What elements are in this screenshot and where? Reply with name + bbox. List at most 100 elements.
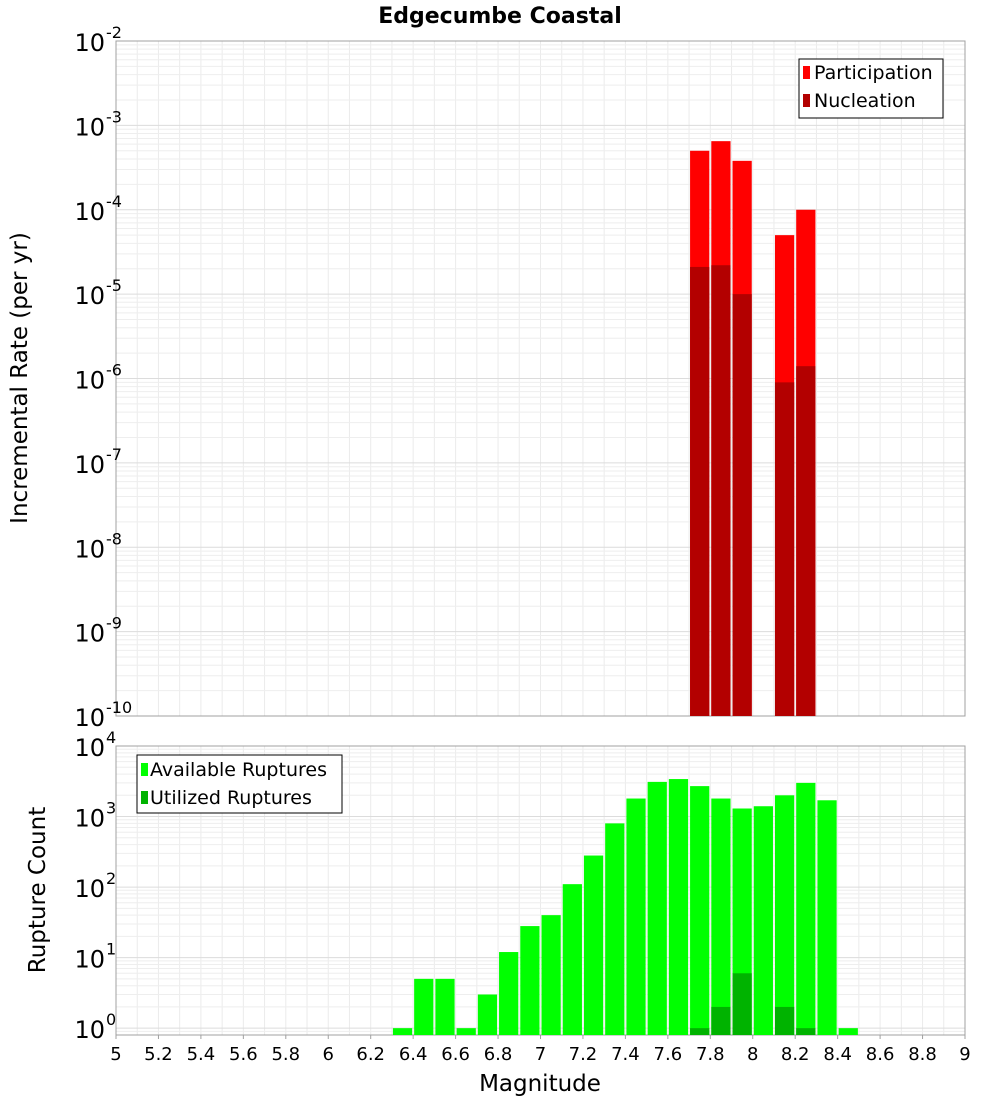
- x-tick-labels: 5 5.2 5.4 5.6 5.8 6 6.2 6.4 6.6 6.8 7 7.2 7.4 7.6 7.8 8…: [110, 1035, 971, 1065]
- top-legend-box: [798, 58, 944, 119]
- y-tick-label-base: 10: [74, 946, 105, 974]
- utilized-ruptures-bar: [774, 1006, 795, 1035]
- x-tick-label: 6.4: [399, 1044, 428, 1065]
- y-tick-label-base: 10: [74, 1016, 105, 1044]
- y-tick-label-exponent: -3: [106, 107, 122, 126]
- top-gridlines: [115, 40, 966, 717]
- y-tick-label-exponent: -5: [106, 276, 122, 295]
- y-tick-label-exponent: -2: [106, 23, 122, 42]
- y-tick-label-exponent: -7: [106, 445, 122, 464]
- y-tick-label-base: 10: [74, 367, 105, 395]
- available-ruptures-bar: [562, 884, 582, 1035]
- legend-available-ruptures: Available Ruptures: [150, 759, 327, 781]
- x-tick-label: 5.6: [229, 1044, 258, 1065]
- available-ruptures-bar: [711, 798, 731, 1035]
- available-ruptures-bar: [477, 994, 498, 1035]
- y-tick-label-exponent: -8: [106, 529, 122, 548]
- x-tick-label: 8: [747, 1044, 758, 1065]
- available-ruptures-bar: [838, 1028, 858, 1035]
- legend-nucleation: Nucleation: [814, 90, 916, 112]
- legend-utilized-ruptures: Utilized Ruptures: [150, 787, 312, 809]
- available-ruptures-bar: [626, 798, 646, 1035]
- top-y-axis-label: Incremental Rate (per yr): [7, 232, 33, 524]
- utilized-ruptures-bar: [690, 1028, 710, 1035]
- bottom-gridlines: [115, 745, 966, 1036]
- available-ruptures-bar: [499, 952, 519, 1035]
- y-tick-label-exponent: 4: [106, 728, 116, 747]
- nucleation-bar: [690, 266, 710, 716]
- bottom-y-axis-label: Rupture Count: [25, 807, 51, 973]
- nucleation-bar: [711, 265, 731, 716]
- x-tick-label: 8.2: [781, 1044, 810, 1065]
- y-tick-label-exponent: -9: [106, 614, 122, 633]
- available-ruptures-bar: [668, 779, 689, 1035]
- x-tick-label: 5.8: [271, 1044, 300, 1065]
- utilized-swatch: [141, 791, 148, 804]
- x-tick-label: 9: [959, 1044, 970, 1065]
- participation-swatch: [803, 66, 810, 79]
- y-tick-label-base: 10: [74, 282, 105, 310]
- available-ruptures-bar: [647, 781, 667, 1035]
- available-ruptures-bar: [817, 800, 837, 1035]
- x-axis-label: Magnitude: [479, 1071, 601, 1097]
- available-ruptures-bar: [583, 855, 604, 1035]
- x-tick-label: 8.8: [908, 1044, 937, 1065]
- nucleation-swatch: [803, 94, 810, 107]
- bottom-legend: Available Ruptures Utilized Ruptures: [136, 754, 343, 814]
- y-tick-label-base: 10: [74, 451, 105, 479]
- x-tick-label: 7.8: [696, 1044, 725, 1065]
- available-ruptures-bar: [392, 1028, 413, 1035]
- y-tick-label-exponent: 3: [106, 799, 116, 818]
- available-ruptures-bar: [690, 786, 710, 1035]
- x-tick-label: 5.2: [144, 1044, 173, 1065]
- x-tick-label: 5: [110, 1044, 121, 1065]
- x-tick-label: 5.4: [187, 1044, 216, 1065]
- y-tick-label-base: 10: [74, 198, 105, 226]
- available-ruptures-bar: [753, 806, 773, 1035]
- x-tick-label: 7.2: [569, 1044, 598, 1065]
- x-tick-label: 7: [535, 1044, 546, 1065]
- x-tick-label: 7.4: [611, 1044, 640, 1065]
- y-tick-label-base: 10: [74, 734, 105, 762]
- nucleation-bar: [796, 366, 816, 716]
- available-ruptures-bar: [414, 978, 434, 1035]
- y-tick-label-base: 10: [74, 805, 105, 833]
- utilized-ruptures-bar: [711, 1006, 731, 1035]
- x-tick-label: 7.6: [654, 1044, 683, 1065]
- available-ruptures-bar: [774, 795, 795, 1035]
- bottom-bars: [392, 779, 858, 1035]
- top-legend: Participation Nucleation: [798, 58, 944, 119]
- x-tick-label: 6.8: [484, 1044, 513, 1065]
- utilized-ruptures-bar: [796, 1028, 816, 1035]
- x-tick-label: 6.6: [441, 1044, 470, 1065]
- available-ruptures-bar: [435, 978, 455, 1035]
- chart-title: Edgecumbe Coastal: [378, 4, 622, 29]
- y-tick-label-base: 10: [74, 620, 105, 648]
- y-tick-label-exponent: 1: [106, 940, 116, 959]
- y-tick-label-exponent: -4: [106, 192, 122, 211]
- available-ruptures-bar: [456, 1028, 476, 1035]
- y-tick-label-base: 10: [74, 113, 105, 141]
- y-tick-label-exponent: -6: [106, 361, 122, 380]
- y-tick-label-base: 10: [74, 29, 105, 57]
- y-tick-label-exponent: -10: [106, 698, 132, 717]
- y-tick-label-base: 10: [74, 704, 105, 732]
- y-tick-label-base: 10: [74, 875, 105, 903]
- x-tick-label: 6: [323, 1044, 334, 1065]
- nucleation-bar: [732, 294, 752, 716]
- bottom-legend-box: [136, 754, 343, 814]
- x-tick-label: 8.6: [866, 1044, 895, 1065]
- utilized-ruptures-bar: [732, 973, 752, 1035]
- available-ruptures-bar: [605, 823, 625, 1035]
- y-tick-label-exponent: 0: [106, 1010, 116, 1029]
- available-swatch: [141, 763, 148, 776]
- top-plot-frame: [115, 40, 966, 717]
- top-bars: [690, 141, 816, 717]
- available-ruptures-bar: [796, 782, 816, 1035]
- y-tick-label-base: 10: [74, 535, 105, 563]
